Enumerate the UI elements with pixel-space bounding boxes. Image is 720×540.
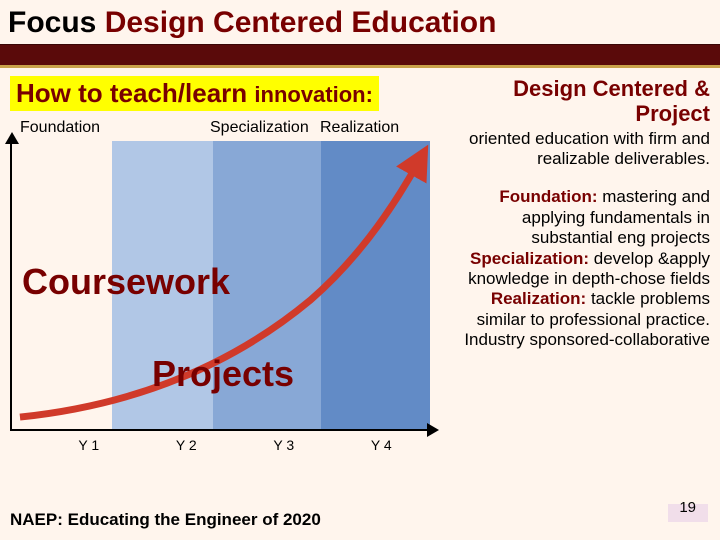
page-number: 19 xyxy=(679,499,696,516)
yellow-heading-main: How to teach/learn xyxy=(16,78,247,108)
right-heading: Design Centered & Project xyxy=(445,76,710,127)
left-column: How to teach/learn innovation: Foundatio… xyxy=(10,76,435,453)
definitions: Foundation: mastering and applying funda… xyxy=(445,187,710,350)
coursework-label: Coursework xyxy=(22,261,230,303)
title-focus: Focus xyxy=(8,6,96,39)
year-label: Y 2 xyxy=(138,437,236,453)
def-foundation-label: Foundation: xyxy=(499,187,597,206)
phase-labels: Foundation Specialization Realization xyxy=(10,119,435,137)
yellow-heading: How to teach/learn innovation: xyxy=(10,76,379,111)
slide-title: Focus Design Centered Education xyxy=(0,0,720,44)
def-realization-label: Realization: xyxy=(491,289,586,308)
year-label: Y 3 xyxy=(235,437,333,453)
x-axis-arrow-icon xyxy=(427,423,439,437)
right-heading-l1: Design Centered & xyxy=(513,76,710,101)
chart-bar xyxy=(321,141,430,429)
year-axis-labels: Y 1Y 2Y 3Y 4 xyxy=(10,437,430,453)
projects-label: Projects xyxy=(152,353,294,395)
yellow-heading-small: innovation: xyxy=(254,82,373,107)
chart: Coursework Projects xyxy=(10,141,430,431)
year-label: Y 1 xyxy=(40,437,138,453)
year-label: Y 4 xyxy=(333,437,431,453)
y-axis-arrow-icon xyxy=(5,132,19,144)
right-heading-l2: Project xyxy=(635,101,710,126)
right-column: Design Centered & Project oriented educa… xyxy=(435,76,710,453)
phase-specialization-label: Specialization xyxy=(210,119,320,137)
title-rest: Design Centered Education xyxy=(105,6,497,39)
divider-band xyxy=(0,44,720,68)
def-specialization-label: Specialization: xyxy=(470,249,589,268)
footer-text: NAEP: Educating the Engineer of 2020 xyxy=(10,510,321,530)
phase-foundation-label: Foundation xyxy=(20,119,120,137)
right-subtext: oriented education with firm and realiza… xyxy=(445,129,710,170)
phase-realization-label: Realization xyxy=(320,119,410,137)
